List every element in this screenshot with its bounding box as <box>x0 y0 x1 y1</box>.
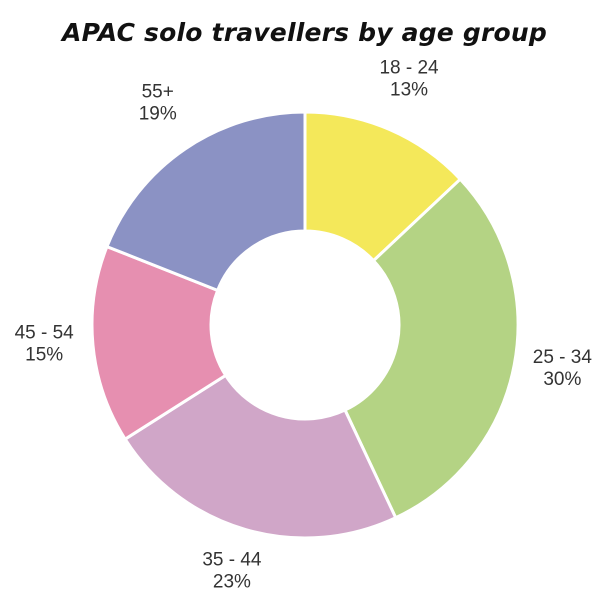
category-label: 55+ <box>142 81 174 102</box>
chart-title: APAC solo travellers by age group <box>62 18 547 47</box>
value-label: 19% <box>139 103 177 124</box>
slice-35-44 <box>123 373 398 540</box>
slice-25-34 <box>343 177 520 520</box>
value-label: 23% <box>213 572 251 593</box>
category-label: 45 - 54 <box>15 323 75 344</box>
slice-label-55plus: 55+ 19% <box>139 81 177 124</box>
value-label: 30% <box>543 369 581 390</box>
slice-45-54 <box>90 245 228 441</box>
labels-layer: 18 - 24 13% 25 - 34 30% 35 - 44 23% 45 - 54 15%… <box>15 58 593 593</box>
slice-55plus <box>105 110 307 292</box>
category-label: 18 - 24 <box>379 58 439 79</box>
category-label: 35 - 44 <box>202 550 262 571</box>
slices-layer <box>90 110 520 540</box>
value-label: 15% <box>25 345 63 366</box>
slice-label-25-34: 25 - 34 30% <box>533 347 593 390</box>
slice-18-24 <box>303 110 462 263</box>
slice-label-18-24: 18 - 24 13% <box>379 58 439 101</box>
slice-label-45-54: 45 - 54 15% <box>15 323 75 366</box>
slice-label-35-44: 35 - 44 23% <box>202 550 262 593</box>
category-label: 25 - 34 <box>533 347 593 368</box>
value-label: 13% <box>390 80 428 101</box>
